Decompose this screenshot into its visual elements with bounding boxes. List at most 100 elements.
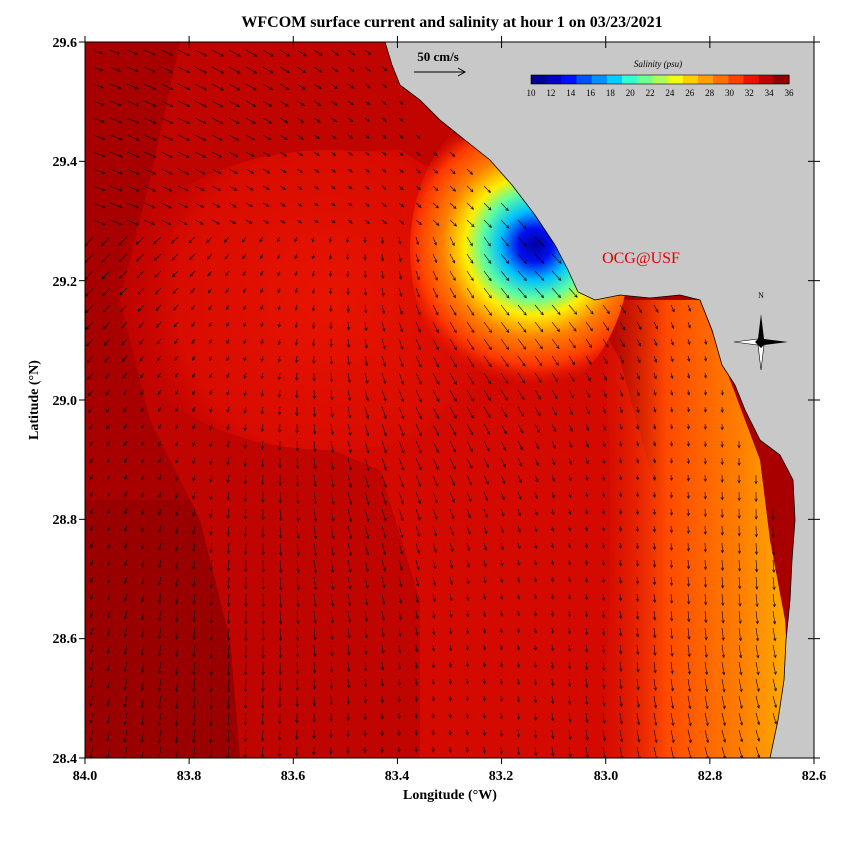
current-vector-arrow — [635, 457, 640, 464]
current-vector-arrow — [686, 474, 690, 482]
current-vector-arrow — [669, 406, 674, 413]
current-vector-arrow — [670, 610, 674, 622]
current-vector-arrow — [636, 304, 643, 314]
current-vector-arrow — [398, 559, 403, 572]
current-vector-arrow — [106, 440, 111, 447]
current-vector-arrow — [262, 83, 273, 91]
current-vector-arrow — [261, 627, 265, 642]
current-vector-arrow — [228, 151, 239, 158]
current-vector-arrow — [636, 372, 640, 380]
current-vector-arrow — [381, 338, 386, 350]
current-vector-arrow — [619, 321, 626, 331]
current-vector-arrow — [244, 593, 248, 608]
current-vector-arrow — [533, 678, 538, 686]
current-vector-arrow — [313, 185, 320, 190]
current-vector-arrow — [262, 168, 271, 174]
current-vector-arrow — [500, 474, 506, 485]
current-vector-arrow — [209, 593, 213, 607]
current-vector-arrow — [226, 627, 231, 642]
current-vector-arrow — [294, 304, 298, 311]
current-vector-arrow — [397, 746, 401, 753]
current-vector-arrow — [550, 627, 554, 635]
current-vector-arrow — [157, 661, 162, 675]
current-vector-arrow — [121, 355, 128, 362]
current-vector-arrow — [209, 610, 213, 624]
current-vector-arrow — [721, 678, 726, 693]
current-vector-arrow — [313, 49, 323, 56]
y-tick-label: 28.8 — [53, 513, 78, 528]
current-vector-arrow — [568, 491, 572, 499]
current-vector-arrow — [483, 474, 489, 485]
current-vector-arrow — [209, 525, 213, 536]
current-vector-arrow — [534, 559, 538, 566]
current-vector-arrow — [109, 83, 122, 89]
current-vector-arrow — [738, 678, 743, 693]
current-vector-arrow — [194, 66, 208, 74]
current-vector-arrow — [313, 219, 319, 224]
current-vector-arrow — [100, 236, 111, 247]
current-vector-arrow — [669, 593, 674, 604]
current-vector-arrow — [296, 576, 300, 591]
current-vector-arrow — [225, 270, 230, 277]
current-vector-arrow — [601, 593, 606, 601]
current-vector-arrow — [243, 389, 247, 397]
current-vector-arrow — [347, 661, 351, 673]
current-vector-arrow — [499, 661, 503, 668]
current-vector-arrow — [328, 236, 333, 243]
current-vector-arrow — [209, 389, 213, 396]
current-vector-arrow — [568, 712, 572, 723]
current-vector-arrow — [415, 270, 420, 281]
current-vector-arrow — [669, 559, 674, 569]
current-vector-arrow — [516, 678, 520, 686]
current-vector-arrow — [109, 134, 123, 141]
current-vector-arrow — [347, 610, 351, 623]
current-vector-arrow — [242, 270, 247, 277]
current-vector-arrow — [500, 202, 509, 212]
colorbar-swatch — [682, 75, 699, 84]
current-vector-arrow — [652, 593, 657, 604]
current-vector-arrow — [483, 525, 488, 535]
current-vector-arrow — [432, 321, 439, 333]
current-vector-arrow — [755, 644, 760, 659]
current-vector-arrow — [687, 321, 691, 329]
current-vector-arrow — [466, 372, 475, 385]
current-vector-arrow — [194, 185, 205, 191]
current-vector-arrow — [466, 236, 473, 247]
current-vector-arrow — [738, 610, 742, 625]
current-vector-arrow — [516, 627, 520, 634]
current-vector-arrow — [228, 66, 241, 74]
current-vector-arrow — [224, 253, 230, 260]
current-vector-arrow — [449, 593, 453, 602]
x-tick-label: 83.2 — [489, 769, 514, 784]
current-vector-arrow — [294, 321, 299, 329]
current-vector-arrow — [243, 729, 247, 743]
y-tick-label: 29.4 — [53, 155, 78, 170]
current-vector-arrow — [174, 712, 179, 727]
current-vector-arrow — [398, 610, 402, 621]
current-vector-arrow — [226, 372, 230, 379]
current-vector-arrow — [158, 559, 162, 569]
current-vector-arrow — [517, 321, 527, 333]
current-vector-arrow — [398, 576, 403, 588]
current-vector-arrow — [619, 746, 624, 758]
current-vector-arrow — [346, 695, 350, 705]
current-vector-arrow — [278, 440, 282, 451]
current-vector-arrow — [243, 338, 247, 345]
colorbar-tick-label: 34 — [765, 88, 775, 98]
current-vector-arrow — [567, 661, 572, 670]
current-vector-arrow — [567, 593, 571, 600]
current-vector-arrow — [585, 695, 589, 706]
current-vector-arrow — [517, 542, 521, 550]
current-vector-arrow — [381, 219, 388, 225]
current-vector-arrow — [551, 372, 559, 383]
current-vector-arrow — [109, 219, 123, 226]
current-vector-arrow — [175, 695, 179, 710]
current-vector-arrow — [584, 525, 589, 532]
current-vector-arrow — [550, 678, 555, 687]
current-vector-arrow — [449, 321, 457, 334]
scale-arrow-label: 50 cm/s — [417, 49, 459, 64]
current-vector-arrow — [381, 406, 387, 420]
current-vector-arrow — [653, 321, 658, 330]
current-vector-arrow — [103, 321, 111, 330]
current-vector-arrow — [124, 559, 128, 567]
